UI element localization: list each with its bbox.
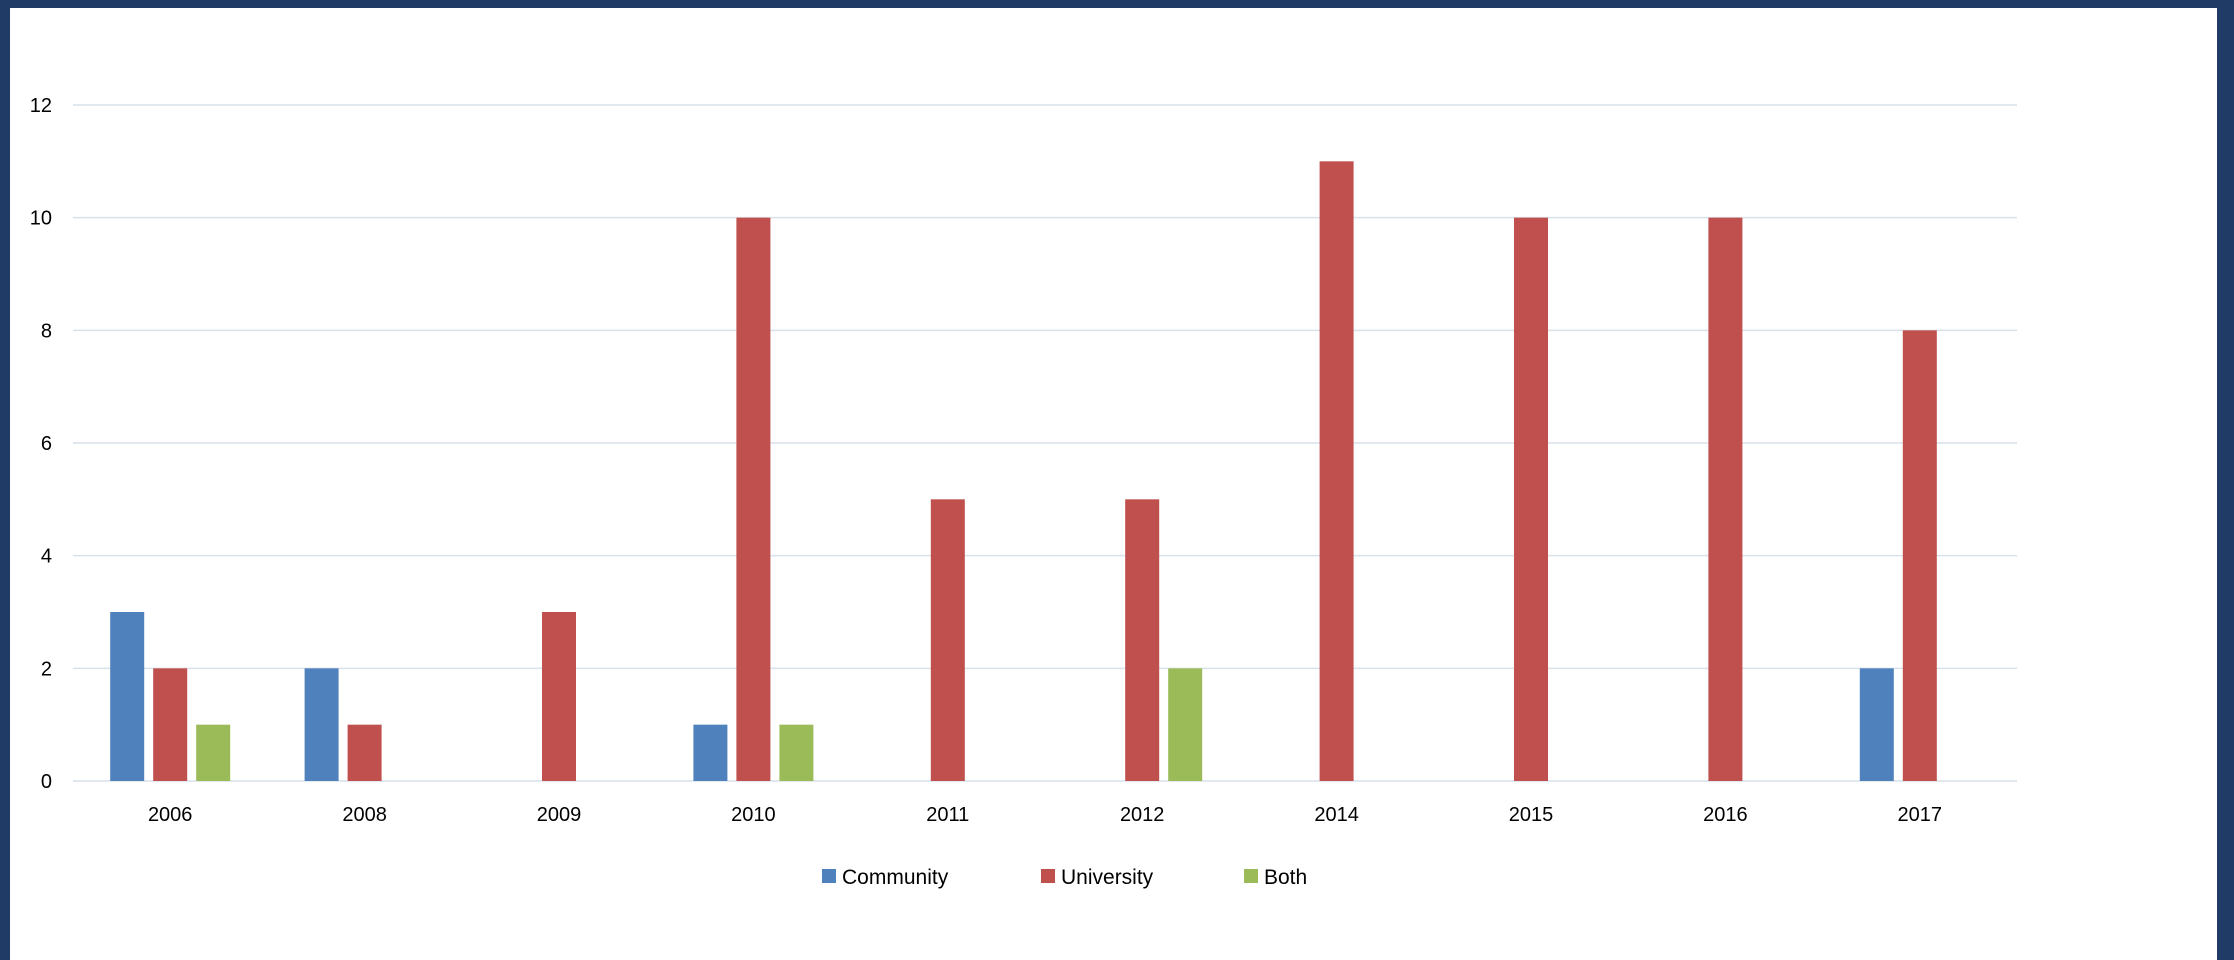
- x-tick-label: 2017: [1898, 804, 1943, 826]
- bar-university-2015: [1514, 218, 1548, 781]
- y-tick-label: 2: [41, 658, 52, 680]
- bar-university-2012: [1125, 499, 1159, 781]
- legend-swatch-both: [1244, 869, 1258, 883]
- x-tick-label: 2015: [1509, 804, 1554, 826]
- bar-community-2017: [1860, 668, 1894, 781]
- x-tick-label: 2006: [148, 804, 193, 826]
- y-tick-label: 8: [41, 320, 52, 342]
- x-tick-label: 2014: [1314, 804, 1359, 826]
- bar-community-2006: [110, 612, 144, 781]
- x-tick-label: 2011: [926, 804, 969, 826]
- legend-swatch-community: [822, 869, 836, 883]
- legend-label-university: University: [1061, 866, 1154, 889]
- legend: Community University Both: [822, 866, 1307, 889]
- y-tick-label: 6: [41, 433, 52, 455]
- x-tick-label: 2012: [1120, 804, 1165, 826]
- legend-label-community: Community: [842, 866, 949, 889]
- y-axis-tick-labels: 0 2 4 6 8 10 12: [30, 95, 52, 793]
- x-tick-label: 2016: [1703, 804, 1748, 826]
- bar-both-2012: [1168, 668, 1202, 781]
- y-tick-label: 10: [30, 208, 52, 230]
- bar-community-2010: [693, 725, 727, 781]
- bar-university-2006: [153, 668, 187, 781]
- legend-label-both: Both: [1264, 866, 1307, 889]
- y-tick-label: 12: [30, 95, 52, 117]
- bar-university-2008: [348, 725, 382, 781]
- bars: [110, 161, 1937, 781]
- bar-university-2011: [931, 499, 965, 781]
- bar-university-2014: [1320, 161, 1354, 781]
- x-tick-label: 2009: [537, 804, 582, 826]
- x-axis-tick-labels: 2006 2008 2009 2010 2011 2012 2014 2015 2016 2017: [148, 804, 1942, 826]
- bar-community-2008: [305, 668, 339, 781]
- y-tick-label: 4: [41, 546, 52, 568]
- bar-university-2010: [736, 218, 770, 781]
- legend-swatch-university: [1041, 869, 1055, 883]
- bar-university-2016: [1708, 218, 1742, 781]
- x-tick-label: 2010: [731, 804, 776, 826]
- y-tick-label: 0: [41, 771, 52, 793]
- bar-both-2010: [779, 725, 813, 781]
- bar-university-2017: [1903, 330, 1937, 781]
- bar-both-2006: [196, 725, 230, 781]
- bar-university-2009: [542, 612, 576, 781]
- x-tick-label: 2008: [342, 804, 387, 826]
